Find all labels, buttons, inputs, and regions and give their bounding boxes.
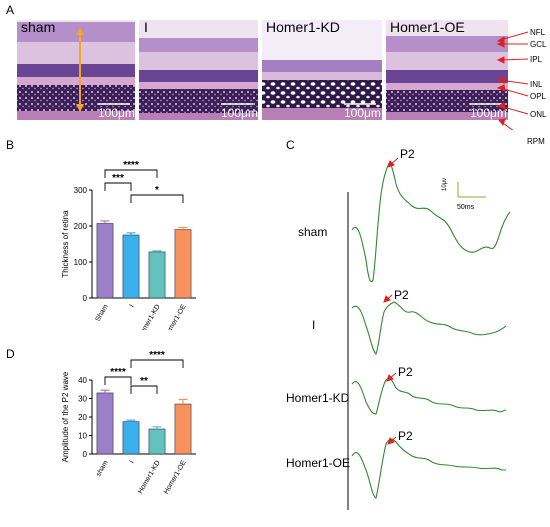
- histology-label-homer1-kd: Homer1-KD: [266, 19, 340, 35]
- panel-letter-a: A: [6, 3, 15, 17]
- significance-label: *: [155, 185, 159, 196]
- scale-bar-homer1-oe: 100μm: [470, 106, 507, 120]
- bar-i: [122, 421, 140, 455]
- histology-label-homer1-oe: Homer1-OE: [390, 19, 465, 35]
- panel-letter-c: C: [286, 138, 295, 152]
- histology-label-i: I: [144, 19, 148, 35]
- category-label: sham: [95, 459, 110, 477]
- category-label: Homer1-OE: [163, 303, 188, 330]
- panel-a-histology: sham I Homer1-KD Homer1-OE 100μm 100μm 1…: [17, 19, 547, 130]
- category-label: Homer1-OE: [163, 459, 188, 495]
- erg-trace-homer1-kd: [351, 377, 507, 415]
- erg-trace-homer1-oe: [351, 438, 506, 499]
- category-label: Sham: [95, 303, 110, 322]
- significance-bracket: [104, 376, 132, 385]
- panel-letter-b: B: [6, 138, 15, 152]
- erg-trace-label-i: I: [312, 318, 315, 332]
- histology-image-homer1-kd: [262, 20, 382, 120]
- y-tick-label: 200: [74, 222, 88, 231]
- bar-i: [122, 234, 140, 299]
- layer-label-ipl: IPL: [530, 55, 543, 64]
- bar-homer1-oe: [174, 229, 192, 299]
- histology-label-sham: sham: [21, 19, 55, 35]
- y-tick-label: 20: [78, 413, 87, 422]
- erg-trace-label-sham: sham: [298, 225, 327, 239]
- erg-trace-label-homer1-oe: Homer1-OE: [286, 456, 350, 470]
- layer-label-gcl: GCL: [530, 40, 547, 49]
- bar-homer1-kd: [148, 428, 166, 455]
- scale-bar-sham: 100μm: [98, 106, 135, 120]
- significance-label: ****: [149, 350, 165, 361]
- layer-label-inl: INL: [530, 80, 543, 89]
- erg-trace-sham: [351, 162, 511, 283]
- layer-label-opl: OPL: [530, 92, 547, 101]
- panel-c-erg-traces: 10μv 50ms sham I Homer1-KD Homer1-OE P2 …: [286, 147, 511, 510]
- y-tick-label: 0: [83, 294, 88, 303]
- y-tick-label: 30: [78, 395, 87, 404]
- category-label: Homer1-KD: [137, 460, 162, 496]
- erg-peak-label-homer1-kd: P2: [398, 365, 413, 379]
- bar-homer1-oe: [174, 403, 192, 455]
- category-label: I: [129, 459, 136, 464]
- scale-bar-homer1-kd: 100μm: [344, 106, 381, 120]
- scale-bar-i: 100μm: [221, 106, 258, 120]
- category-label: I: [129, 303, 136, 308]
- y-tick-label: 300: [74, 186, 88, 195]
- significance-label: **: [140, 376, 148, 387]
- bar-sham: [96, 223, 114, 299]
- erg-scale-time: 50ms: [457, 204, 475, 211]
- erg-scale-voltage: 10μv: [442, 178, 448, 191]
- y-tick-label: 10: [78, 432, 87, 441]
- y-axis-label: Amplitude of the P2 wave: [61, 371, 70, 462]
- significance-label: ****: [110, 367, 126, 378]
- category-label: Homer1-KD: [137, 304, 162, 331]
- significance-bracket: [104, 169, 158, 178]
- y-tick-label: 40: [78, 376, 87, 385]
- bar-sham: [96, 392, 114, 455]
- histology-image-homer1-oe: [386, 20, 508, 120]
- histology-image-sham: [17, 20, 135, 120]
- layer-label-onl: ONL: [530, 110, 547, 119]
- layer-label-rpm: RPM: [527, 137, 545, 146]
- significance-bracket: [130, 359, 184, 368]
- significance-label: ****: [123, 160, 139, 171]
- erg-peak-label-homer1-oe: P2: [398, 429, 413, 443]
- y-tick-label: 100: [74, 258, 88, 267]
- erg-peak-label-i: P2: [394, 288, 409, 302]
- layer-label-nfl: NFL: [530, 28, 546, 37]
- histology-image-i: [139, 20, 258, 120]
- significance-label: ***: [112, 173, 124, 184]
- bar-homer1-kd: [148, 251, 166, 299]
- significance-bracket: [130, 385, 158, 394]
- panel-letter-d: D: [6, 347, 15, 361]
- significance-bracket: [104, 182, 132, 191]
- erg-trace-i: [351, 301, 507, 355]
- y-tick-label: 0: [83, 450, 88, 459]
- erg-scale-bar: [457, 182, 486, 198]
- significance-bracket: [130, 194, 184, 203]
- erg-trace-label-homer1-kd: Homer1-KD: [286, 391, 350, 405]
- y-axis-label: Thickness of retina: [61, 210, 70, 278]
- erg-peak-label-sham: P2: [400, 147, 415, 161]
